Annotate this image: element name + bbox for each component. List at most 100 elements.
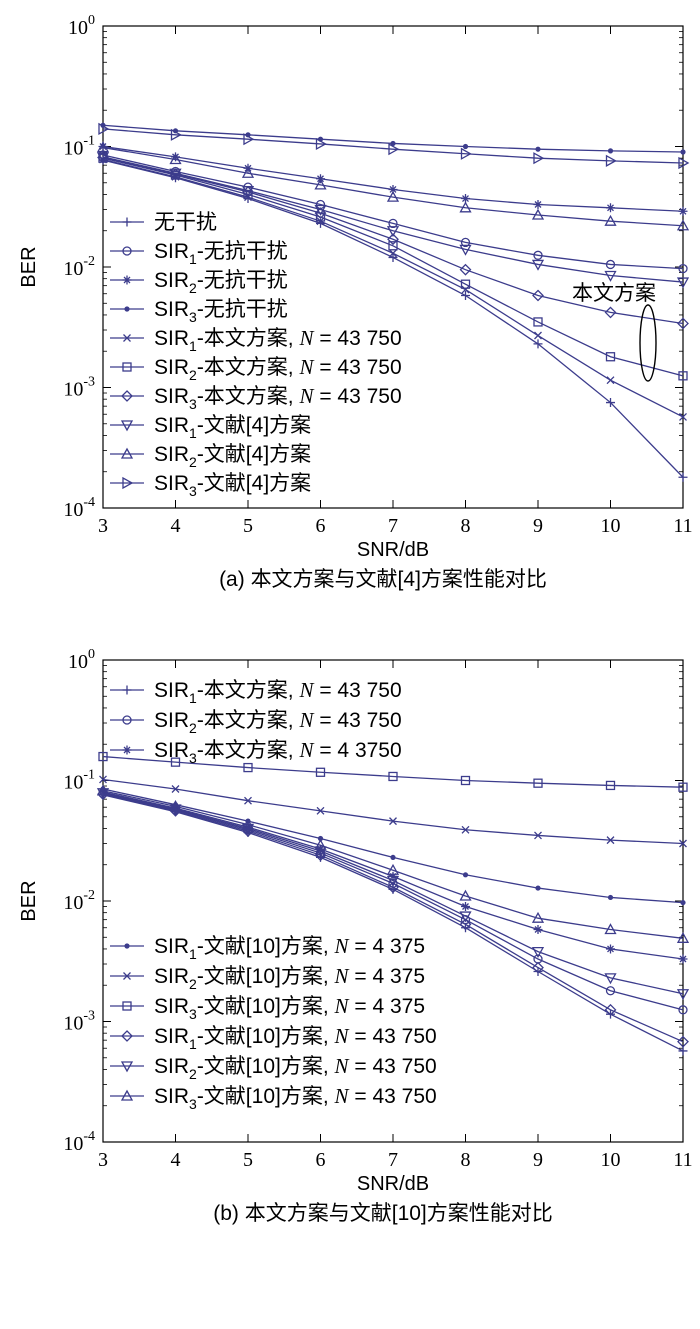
y-tick-exponent: -3 (83, 375, 95, 390)
y-tick-base: 10 (63, 379, 83, 401)
legend-label-name: 无干扰 (154, 211, 217, 234)
legend-label-suffix: -文献[10]方案, (197, 965, 335, 988)
legend-label-subscript: 1 (189, 251, 197, 267)
marker-star (388, 184, 398, 194)
marker-star (606, 203, 615, 213)
marker-dot (462, 872, 469, 878)
marker-dot (607, 148, 614, 154)
legend-label-name: SIR (154, 269, 189, 292)
marker-diamond (677, 317, 689, 330)
legend-label-suffix: -本文方案, (197, 385, 300, 408)
marker-square (388, 771, 398, 782)
marker-diamond (532, 289, 544, 302)
legend-label: SIR3-无抗干扰 (154, 298, 288, 325)
legend-label-name: SIR (154, 679, 189, 702)
x-axis-title: SNR/dB (357, 1173, 429, 1195)
marker-triangle-up (386, 190, 400, 202)
marker-plus (122, 217, 132, 227)
marker-triangle-down (531, 259, 545, 271)
series-9 (96, 784, 690, 943)
legend-label-n: N (334, 1024, 350, 1048)
legend-label: SIR1-本文方案, N = 43 750 (154, 326, 402, 354)
marker-dot (390, 854, 396, 861)
marker-dot (390, 140, 396, 147)
marker-square (315, 767, 326, 777)
y-tick-exponent: 0 (88, 647, 95, 662)
marker-x (606, 376, 615, 385)
x-tick-label: 6 (316, 1149, 326, 1171)
marker-triangle-down (459, 244, 472, 256)
marker-square (388, 241, 398, 251)
marker-diamond (604, 306, 617, 319)
legend-label-name: SIR (154, 327, 189, 350)
marker-circle (122, 246, 132, 256)
y-tick-exponent: -2 (83, 254, 95, 269)
legend-label-name: SIR (154, 995, 189, 1018)
legend-label-subscript: 2 (189, 454, 197, 470)
legend-label: SIR2-文献[10]方案, N = 43 750 (154, 1054, 437, 1082)
marker-star (122, 745, 132, 755)
legend-label-subscript: 1 (189, 338, 197, 354)
marker-triangle-up (314, 838, 327, 850)
series-line (102, 124, 684, 153)
marker-star (171, 803, 180, 813)
legend-label-suffix: -无抗干扰 (197, 298, 288, 321)
x-tick-label: 8 (461, 1149, 471, 1171)
marker-triangle-down (314, 846, 327, 858)
marker-diamond (459, 263, 472, 276)
legend-label-name: SIR (154, 472, 189, 495)
y-tick-label: 10-2 (63, 254, 95, 280)
legend-label-nvalue: = 4 375 (349, 995, 425, 1018)
y-tick-label: 100 (68, 13, 95, 39)
marker-triangle-right (605, 154, 617, 167)
y-tick-label: 10-4 (63, 495, 95, 521)
marker-x (534, 831, 542, 840)
legend-label-suffix: -本文方案, (197, 739, 300, 762)
x-tick-label: 11 (673, 515, 692, 537)
marker-triangle-down (604, 270, 617, 282)
marker-x (316, 806, 325, 815)
marker-plus (606, 398, 615, 408)
x-tick-label: 3 (98, 1149, 108, 1171)
series-line (102, 154, 684, 270)
legend-label-n: N (298, 326, 314, 350)
marker-diamond (387, 881, 399, 894)
marker-triangle-up (169, 800, 182, 812)
marker-x (99, 775, 107, 784)
marker-triangle-up (676, 931, 690, 943)
legend-label: SIR2-文献[4]方案 (154, 443, 311, 470)
marker-square (460, 775, 471, 786)
legend-label-suffix: -文献[10]方案, (197, 1025, 335, 1048)
x-tick-label: 3 (98, 515, 108, 537)
legend-label-n: N (334, 994, 350, 1018)
y-axis-title: BER (18, 246, 40, 287)
legend-label-nvalue: = 43 750 (314, 356, 402, 379)
legend-label: SIR2-无抗干扰 (154, 269, 288, 296)
marker-x (679, 839, 687, 848)
marker-dot (462, 143, 469, 150)
marker-plus (122, 685, 132, 695)
marker-triangle-down (314, 204, 327, 216)
marker-plus (678, 1046, 688, 1056)
marker-dot (680, 149, 686, 155)
marker-diamond (314, 207, 327, 220)
legend-label-n: N (298, 678, 314, 702)
x-tick-label: 4 (171, 1149, 181, 1171)
legend-label: SIR1-文献[4]方案 (154, 414, 311, 441)
legend-label-subscript: 3 (189, 396, 197, 412)
legend-label-suffix: -文献[10]方案, (197, 1055, 335, 1078)
y-tick-exponent: 0 (88, 13, 95, 28)
marker-triangle-up (120, 1089, 134, 1101)
marker-dot (124, 943, 130, 949)
x-tick-label: 11 (673, 1149, 692, 1171)
marker-x (123, 334, 131, 342)
legend-label-subscript: 2 (189, 976, 197, 992)
y-tick-base: 10 (68, 17, 88, 39)
legend-label: SIR3-文献[4]方案 (154, 472, 311, 499)
marker-plus (388, 252, 398, 262)
marker-x (123, 972, 131, 980)
y-tick-exponent: -1 (83, 134, 95, 149)
marker-triangle-right (122, 476, 134, 490)
y-tick-label: 10-2 (63, 888, 95, 914)
